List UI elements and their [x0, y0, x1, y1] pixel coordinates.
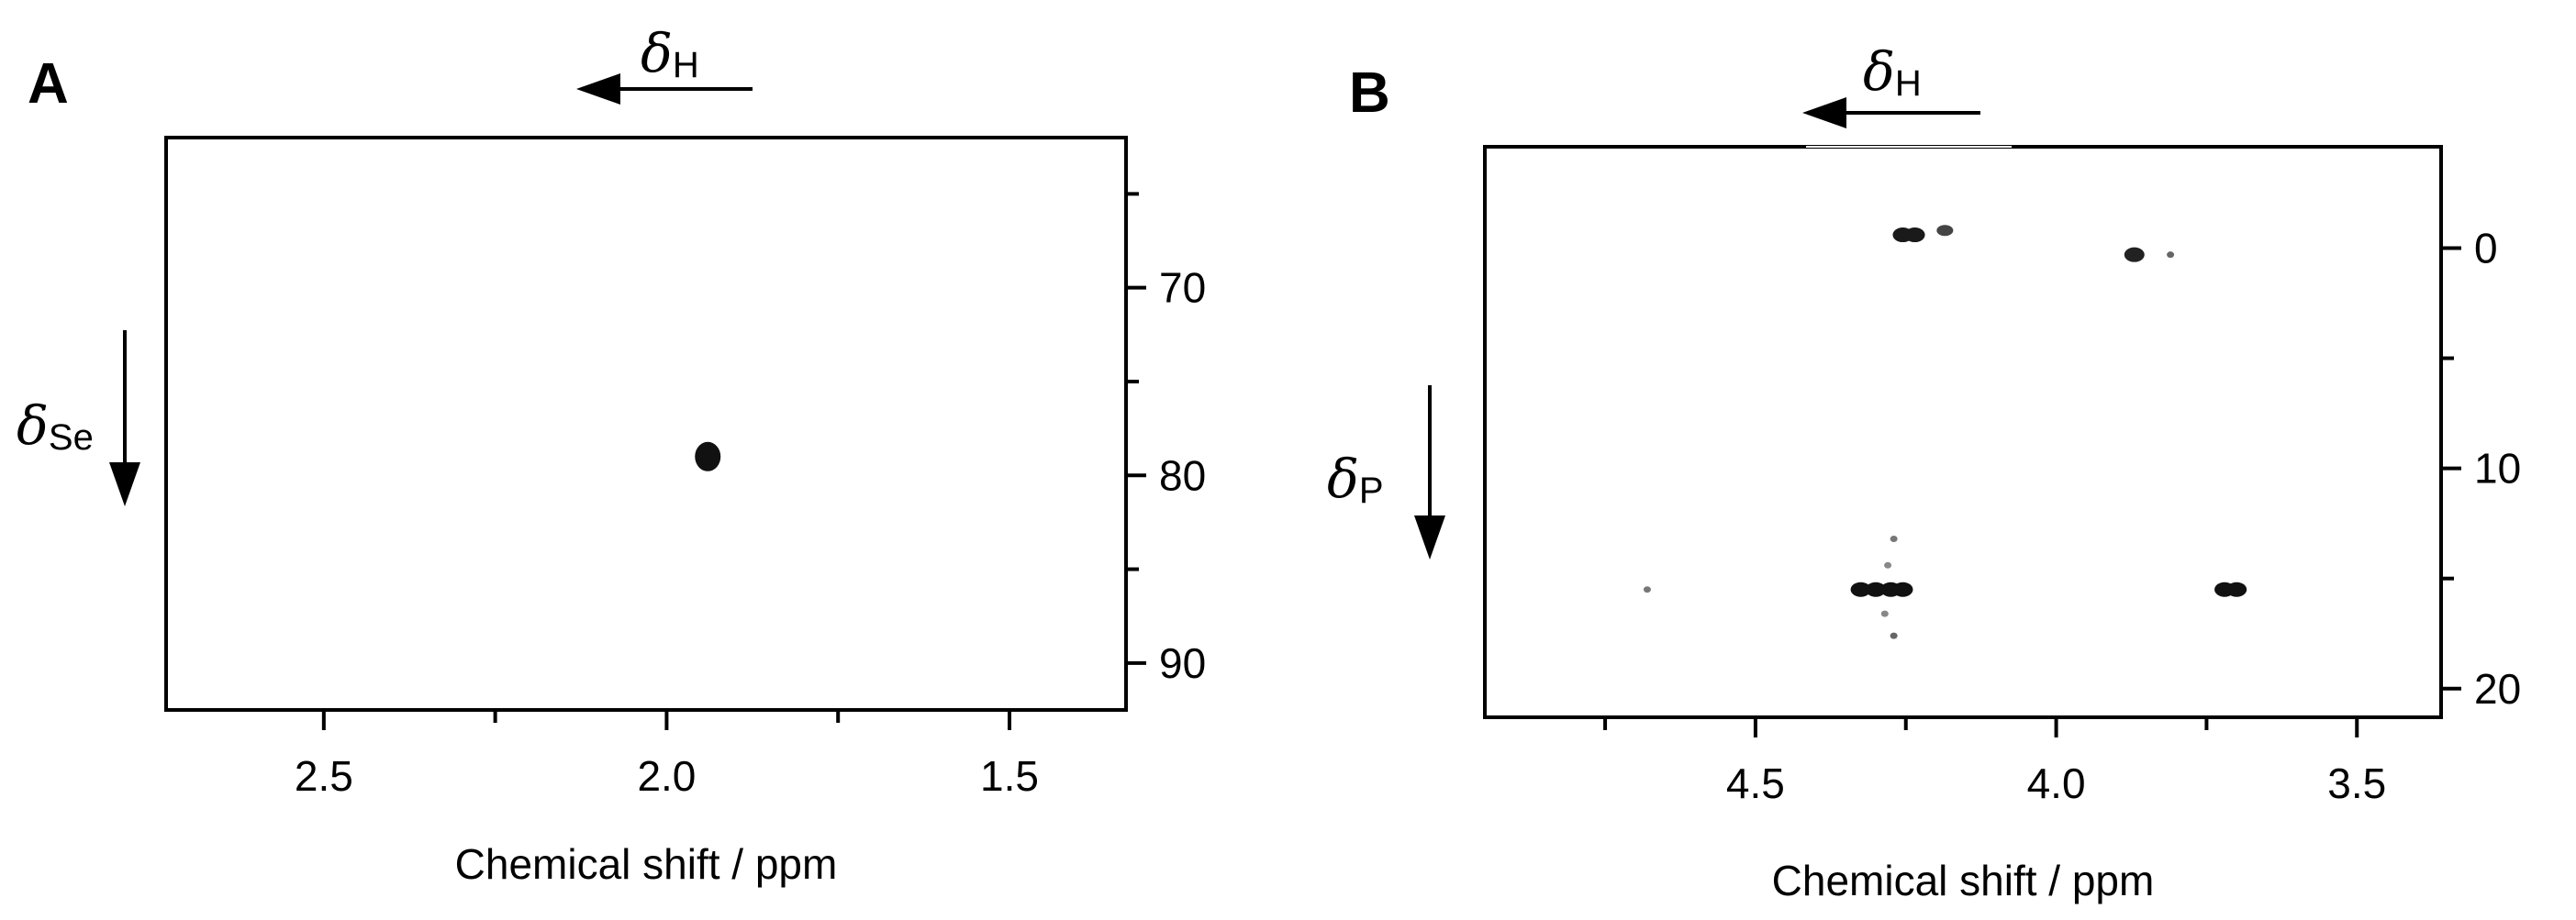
panel-b-x-axis: 4.5 4.0 3.5	[1603, 717, 2386, 807]
panel-a-y-tick-label: 90	[1159, 639, 1206, 687]
panel-b-x-direction-arrow	[1802, 97, 1980, 128]
panel-a-y-tick-label: 70	[1159, 264, 1206, 312]
panel-a: A δH δSe 2.5 2.0 1.5 70 80 90 Chemical shift…	[17, 22, 1206, 888]
panel-b-y-tick-label: 0	[2474, 224, 2498, 272]
panel-b-y-axis: 0 10 20	[2441, 224, 2521, 713]
panel-a-x-axis: 2.5 2.0 1.5	[295, 710, 1039, 800]
panel-b-cross-peak	[2226, 582, 2247, 597]
panel-b-y-tick-label: 10	[2474, 445, 2521, 493]
panel-b-cross-peak	[1890, 535, 1898, 542]
panel-b-cross-peak	[1880, 610, 1889, 617]
panel-a-cross-peak	[695, 441, 721, 471]
panel-a-peaks	[695, 441, 721, 471]
panel-a-y-direction-label: δSe	[17, 394, 94, 458]
panel-b-y-direction-arrow	[1414, 385, 1445, 560]
panel-b-x-axis-label: Chemical shift / ppm	[1772, 857, 2155, 904]
panel-a-x-direction-label: δH	[641, 22, 699, 85]
panel-a-x-direction-arrow	[576, 73, 753, 105]
panel-a-y-direction-arrow	[109, 330, 140, 506]
panel-b-cross-peak	[1884, 561, 1892, 569]
panel-a-x-tick-label: 1.5	[980, 752, 1039, 800]
panel-b-cross-peak	[1865, 582, 1886, 597]
panel-a-letter: A	[28, 52, 69, 116]
panel-b-cross-peak	[2167, 251, 2175, 259]
panel-a-plot-frame	[164, 136, 1128, 712]
panel-b-y-tick-label: 20	[2474, 665, 2521, 713]
panel-b-cross-peak	[2124, 247, 2145, 262]
panel-a-x-tick-label: 2.0	[637, 752, 696, 800]
panel-b-y-direction-label: δP	[1327, 448, 1384, 511]
panel-b-cross-peak	[1904, 227, 1925, 243]
panel-b-cross-peak	[1890, 632, 1898, 639]
panel-b-x-tick-label: 3.5	[2327, 759, 2386, 807]
panel-a-x-tick-label: 2.5	[295, 752, 353, 800]
panel-b-cross-peak	[1892, 582, 1913, 597]
panel-b-x-tick-label: 4.5	[1726, 759, 1785, 807]
panel-b-cross-peak	[1643, 586, 1651, 593]
panel-b-cross-peak	[1850, 582, 1871, 597]
panel-a-y-tick-label: 80	[1159, 451, 1206, 499]
panel-b-x-direction-label: δH	[1863, 40, 1922, 104]
panel-a-y-axis: 70 80 90	[1126, 192, 1206, 687]
panel-b-plot-frame	[1483, 145, 2443, 719]
panel-b-peaks	[1643, 225, 2247, 639]
panel-b-x-tick-label: 4.0	[2027, 759, 2086, 807]
panel-a-x-axis-label: Chemical shift / ppm	[455, 840, 838, 888]
panel-b-letter: B	[1349, 61, 1390, 125]
panel-b-cross-peak	[1936, 225, 1954, 237]
panel-b: B δH δP 4.5 4.0 3.5 0 10 20 Chemical shift /…	[1327, 40, 2521, 904]
